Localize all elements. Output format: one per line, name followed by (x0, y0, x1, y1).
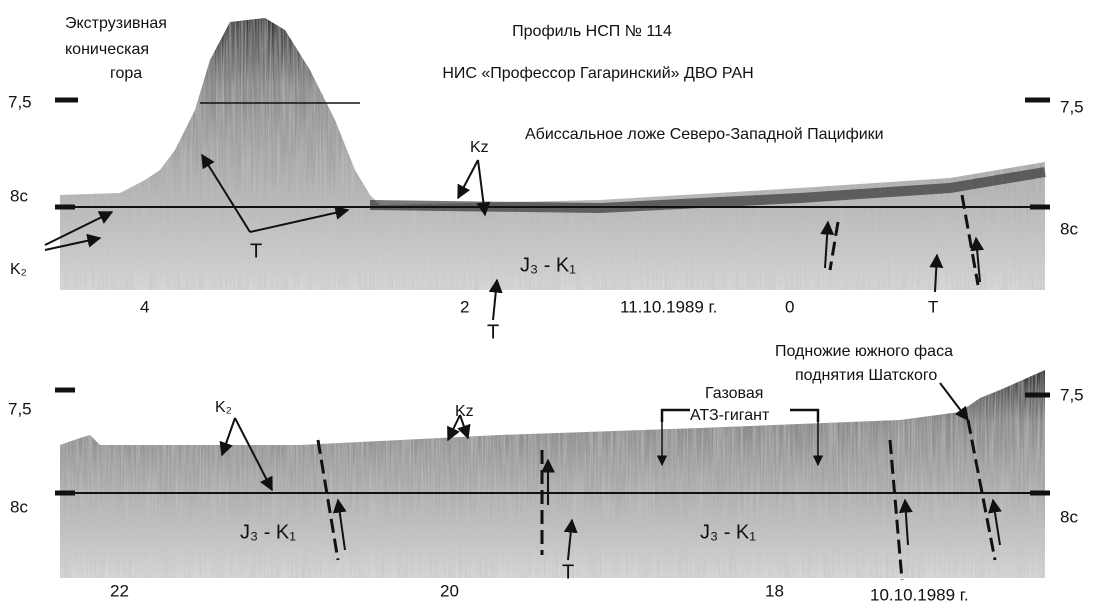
axis-label: 20 (440, 581, 459, 600)
anomaly-label: АТЗ-гигант (690, 407, 770, 424)
axis-label: 11.10.1989 г. (620, 297, 717, 316)
axis-label: 2 (460, 297, 469, 316)
arrows (44, 153, 1002, 561)
axis-label: 0 (785, 297, 794, 316)
horizon-label: J₃ - K₁ (520, 254, 576, 276)
feature-label: коническая (65, 41, 149, 58)
scale-label: 7,5 (8, 92, 32, 111)
horizon-label: T (487, 321, 499, 343)
region: Абиссальное ложе Северо-Западной Пацифик… (525, 126, 884, 143)
horizon-label: Kz (455, 403, 474, 420)
bracket-arrows (656, 422, 824, 467)
scale-label: 7,5 (1060, 385, 1084, 404)
scale-label: 8c (10, 186, 28, 205)
anomaly-label: Газовая (705, 385, 763, 402)
scale-label: 8c (1060, 219, 1078, 238)
horizon-label: J₃ - K₁ (700, 521, 756, 543)
feature-label: поднятия Шатского (795, 367, 937, 384)
top-profile (60, 18, 1046, 290)
axis-label: 18 (765, 581, 784, 600)
vessel: НИС «Профессор Гагаринский» ДВО РАН (442, 65, 753, 82)
scale-label: 8c (1060, 507, 1078, 526)
feature-label: Подножие южного фаса (775, 343, 953, 360)
axis-label: 10.10.1989 г. (870, 585, 969, 604)
title: Профиль НСП № 114 (512, 23, 672, 40)
horizon-label: T (250, 240, 262, 262)
feature-label: Экструзивная (65, 15, 167, 32)
horizon-label: K₂ (215, 399, 232, 416)
scale-label: 7,5 (1060, 97, 1084, 116)
horizon-label: K₂ (10, 261, 27, 278)
bracket (660, 408, 820, 422)
axis-label: 22 (110, 581, 129, 600)
axis-label: 4 (140, 297, 149, 316)
horizon-label: Kz (470, 139, 489, 156)
feature-label: гора (110, 65, 142, 82)
horizon-label: T (562, 561, 574, 583)
reference-lines (55, 97, 1050, 496)
horizon-label: J₃ - K₁ (240, 521, 296, 543)
scale-label: 7,5 (8, 399, 32, 418)
bottom-profile (60, 370, 1045, 578)
axis-label: T (928, 297, 938, 316)
faults (316, 194, 997, 581)
scale-label: 8c (10, 497, 28, 516)
